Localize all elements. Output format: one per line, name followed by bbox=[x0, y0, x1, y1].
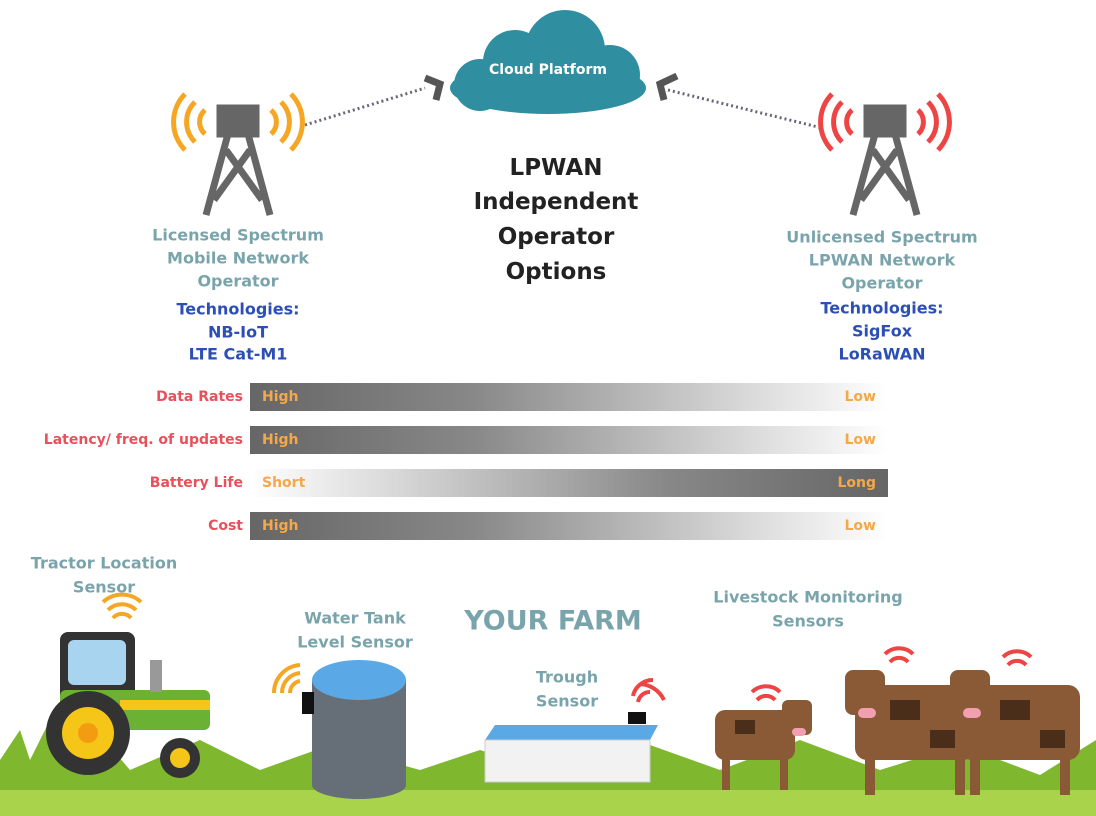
gradient-bar: High Low bbox=[250, 426, 888, 454]
tower-right bbox=[849, 104, 921, 216]
row-label: Latency/ freq. of updates bbox=[43, 432, 243, 448]
grass bbox=[0, 790, 1096, 816]
row-label: Data Rates bbox=[156, 389, 243, 405]
sensor-label: Tractor Location bbox=[30, 553, 178, 573]
gradient-bar: High Low bbox=[250, 512, 888, 540]
bar-right: Low bbox=[844, 518, 876, 534]
operator-label: LPWAN Network bbox=[808, 250, 956, 270]
cow-noses bbox=[792, 708, 981, 736]
tower-left bbox=[202, 104, 274, 216]
bar-right: Low bbox=[844, 389, 876, 405]
operator-label: Mobile Network bbox=[167, 248, 309, 268]
bar-left: High bbox=[262, 432, 299, 448]
link bbox=[304, 86, 426, 127]
bar-left: High bbox=[262, 389, 299, 405]
connector bbox=[655, 72, 679, 101]
bar-right: Long bbox=[837, 475, 876, 491]
farm-title: YOUR FARM bbox=[464, 605, 642, 637]
sensor-label: Trough bbox=[535, 667, 599, 687]
link bbox=[667, 88, 823, 130]
bar-left: Short bbox=[262, 475, 306, 491]
operator-label: Licensed Spectrum bbox=[152, 225, 324, 245]
water-tank bbox=[302, 660, 406, 799]
tech: LoRaWAN bbox=[838, 344, 926, 364]
title-line: Options bbox=[505, 259, 607, 285]
sensor-label: Level Sensor bbox=[297, 632, 413, 652]
tech-label: Technologies: bbox=[820, 298, 944, 318]
signal-left bbox=[171, 92, 305, 152]
operator-label: Operator bbox=[197, 271, 279, 291]
cloud-label: Cloud Platform bbox=[489, 62, 607, 78]
bar-right: Low bbox=[844, 432, 876, 448]
title-line: Operator bbox=[497, 224, 615, 250]
signal bbox=[271, 663, 301, 694]
signal bbox=[101, 592, 143, 620]
gradient-bar: High Low bbox=[250, 383, 888, 411]
signal-right bbox=[818, 92, 952, 152]
bar-left: High bbox=[262, 518, 299, 534]
connector bbox=[423, 74, 445, 101]
sensor-label: Sensor bbox=[72, 577, 136, 597]
sensor-label: Sensors bbox=[772, 611, 844, 631]
tech: SigFox bbox=[851, 321, 913, 341]
title-line: LPWAN bbox=[509, 155, 603, 181]
signal bbox=[750, 646, 1033, 702]
title-line: Independent bbox=[473, 189, 639, 215]
sensor-label: Sensor bbox=[535, 691, 599, 711]
sensor-label: Water Tank bbox=[304, 608, 406, 628]
tech: NB-IoT bbox=[207, 322, 269, 342]
gradient-bar: Short Long bbox=[250, 469, 888, 497]
tech: LTE Cat-M1 bbox=[188, 344, 288, 364]
cloud bbox=[450, 10, 646, 114]
tractor bbox=[46, 632, 210, 778]
row-label: Battery Life bbox=[149, 475, 243, 491]
sensor-label: Livestock Monitoring bbox=[713, 587, 903, 607]
cow-spots bbox=[735, 700, 1065, 748]
operator-label: Unlicensed Spectrum bbox=[786, 227, 978, 247]
tech-label: Technologies: bbox=[176, 299, 300, 319]
operator-label: Operator bbox=[841, 273, 923, 293]
row-label: Cost bbox=[208, 518, 243, 534]
trough bbox=[484, 712, 658, 783]
signal bbox=[631, 677, 666, 703]
